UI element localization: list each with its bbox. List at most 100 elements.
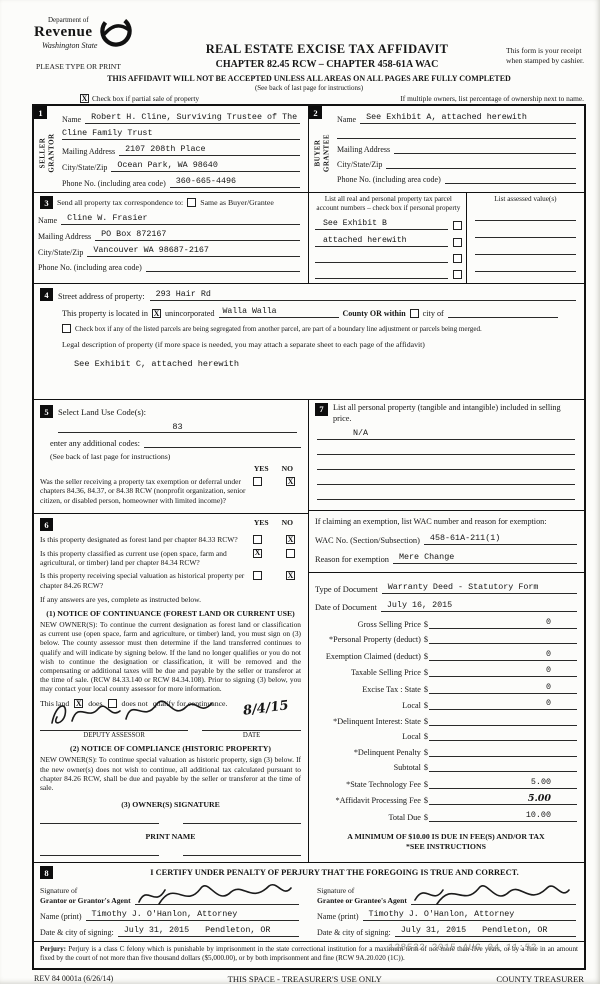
current-use-question-row: Is this property classified as current u… (40, 548, 301, 568)
yes-no-header: YES NO (40, 464, 301, 473)
fee-row: Excise Tax : State $ 0 (315, 682, 577, 694)
checkbox-mark: X (153, 308, 160, 318)
buyer-phone-value (444, 173, 576, 184)
street-address-label: Street address of property: (58, 292, 145, 301)
exemption-question-row: Was the seller receiving a property tax … (40, 477, 301, 505)
notice-compliance-text: NEW OWNER(S): To continue special valuat… (40, 755, 301, 792)
city-label: City/State/Zip (337, 160, 383, 169)
same-as-buyer-label: Same as Buyer/Grantee (200, 198, 274, 207)
does-label: does (88, 699, 103, 709)
personal-property-checkbox (452, 270, 462, 279)
blank-line (474, 210, 576, 221)
seller-city-value: Ocean Park, WA 98640 (111, 160, 300, 172)
date-city-label: Date & city of signing: (40, 928, 114, 938)
form-title: REAL ESTATE EXCISE TAX AFFIDAVIT (205, 42, 449, 56)
current-use-question: Is this property classified as current u… (40, 548, 227, 567)
mailing-label: Mailing Address (337, 145, 391, 154)
personal-property-checkbox (452, 221, 462, 230)
dollar-sign: $ (423, 635, 428, 645)
segregated-checkbox (62, 324, 71, 333)
fee-value (429, 746, 577, 757)
grantee-city-value: Pendleton, OR (482, 925, 548, 936)
mailing-label: Mailing Address (62, 147, 116, 156)
fee-row: *Delinquent Interest: State $ (315, 715, 577, 726)
dollar-sign: $ (423, 747, 428, 757)
blank-line (40, 855, 159, 857)
yes-no-header: YES NO (53, 518, 301, 527)
certify-header: 8 I CERTIFY UNDER PENALTY OF PERJURY THA… (40, 866, 576, 880)
fee-label: Exemption Claimed (deduct) (325, 651, 421, 661)
receipt-note-line1: This form is your receipt (505, 46, 582, 55)
segregated-label: Check box if any of the listed parcels a… (75, 324, 482, 333)
owners-signature-title: (3) OWNER(S) SIGNATURE (121, 800, 220, 810)
grantor-city-value: Pendleton, OR (205, 925, 271, 936)
fee-label: *Delinquent Interest: State (333, 716, 421, 726)
land-use-code-value: 83 (58, 422, 297, 433)
doc-type-label: Type of Document (315, 585, 378, 595)
seller-name-row: Name Robert H. Cline, Surviving Trustee … (62, 112, 300, 124)
county-or-label: County OR within (342, 309, 406, 318)
doc-date-label: Date of Document (315, 603, 377, 613)
exemption-question: Was the seller receiving a property tax … (40, 477, 246, 505)
partial-sale-item: X Check box if partial sale of property (80, 94, 199, 103)
segregated-row: Check box if any of the listed parcels a… (62, 324, 576, 333)
does-not-checkbox (107, 699, 117, 709)
section-4-badge: 4 (40, 288, 53, 301)
certify-section: 8 I CERTIFY UNDER PENALTY OF PERJURY THA… (34, 863, 584, 941)
buyer-grantee-label: BUYER GRANTEE (313, 134, 331, 172)
name-print-label: Name (print) (317, 912, 359, 922)
checkbox-mark: X (287, 534, 294, 544)
grantor-label: GRANTOR (47, 133, 55, 173)
fee-label: Subtotal (393, 763, 421, 773)
reason-value: Mere Change (392, 552, 577, 565)
buyer-name-value2 (337, 128, 576, 139)
minimum-due-note: A MINIMUM OF $10.00 IS DUE IN FEE(S) AND… (315, 832, 577, 853)
exemption-intro: If claiming an exemption, list WAC numbe… (315, 517, 547, 527)
fee-row: Taxable Selling Price $ 0 (315, 665, 577, 678)
located-pre-label: This property is located in (62, 309, 148, 318)
does-checkbox: X (74, 699, 84, 709)
minimum-due-line1: A MINIMUM OF $10.00 IS DUE IN FEE(S) AND… (347, 831, 545, 841)
personal-property-header: 7 List all personal property (tangible a… (315, 403, 577, 424)
correspondence-section: 3 Send all property tax correspondence t… (34, 193, 309, 283)
grantor-date-value: July 31, 2015 (123, 925, 190, 936)
partial-sale-label: Check box if partial sale of property (92, 94, 200, 103)
city-label: City/State/Zip (62, 163, 108, 172)
reason-label: Reason for exemption (315, 555, 389, 565)
fee-label: Total Due (388, 812, 421, 822)
assessed-values-col: List assessed value(s) (465, 193, 584, 283)
qualify-post-label: qualify for continuance. (152, 699, 228, 709)
notice-continuance-title: (1) NOTICE OF CONTINUANCE (FOREST LAND O… (46, 609, 295, 618)
grantee-name-value: Timothy J. O'Hanlon, Attorney (362, 909, 576, 922)
name-label: Name (337, 115, 357, 124)
perjury-note: Perjury: Perjury is a class C felony whi… (34, 941, 584, 967)
buyer-mailing-row: Mailing Address (337, 143, 576, 154)
document-block: Type of Document Warranty Deed - Statuto… (308, 572, 584, 853)
blank-line (317, 444, 575, 456)
additional-codes-value (144, 437, 301, 448)
seller-label: SELLER (38, 137, 47, 169)
historic-question-row: Is this property receiving special valua… (40, 571, 301, 590)
fee-label: Local (402, 732, 421, 742)
notice-compliance-title: (2) NOTICE OF COMPLIANCE (HISTORIC PROPE… (70, 744, 271, 754)
buyer-label: BUYER (313, 139, 322, 167)
dor-logo: Department of Revenue Washington State (34, 15, 133, 50)
logo-dept-of: Department of (48, 16, 89, 24)
seller-phone-value: 360-665-4496 (169, 176, 300, 188)
forest-land-question: Is this property designated as forest la… (40, 535, 238, 545)
buyer-mailing-value (394, 143, 576, 154)
blank-line (317, 459, 575, 471)
section-2-badge: 2 (309, 106, 322, 119)
no-label: NO (281, 518, 293, 528)
section-5-badge: 5 (40, 405, 53, 418)
fee-label: Gross Selling Price (357, 619, 421, 629)
seller-sidecol: 1 SELLER GRANTOR (34, 106, 60, 192)
rev-form-number: REV 84 0001a (6/26/14) (34, 973, 114, 983)
name-label: Name (38, 216, 58, 225)
grantor-date-row: Date & city of signing: July 31, 2015 Pe… (40, 925, 299, 938)
grantee-signature-line (410, 881, 576, 906)
legal-description-value: See Exhibit C, attached herewith (74, 359, 240, 369)
property-section: 4 Street address of property: 293 Hair R… (34, 284, 584, 400)
grantee-date-row: Date & city of signing: July 31, 2015 Pe… (317, 925, 576, 938)
